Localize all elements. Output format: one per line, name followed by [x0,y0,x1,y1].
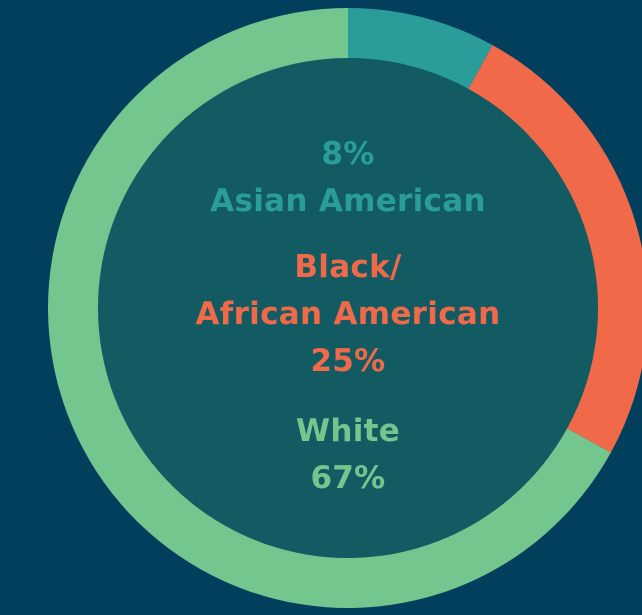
slice-category-label: Black/ African American [195,249,501,332]
slice-value-label: 25% [310,343,386,379]
slice-category-label: Asian American [210,183,486,219]
donut-slice [348,8,493,89]
donut-slice [468,45,642,453]
slice-value-label: 67% [310,460,386,496]
donut-center [98,58,598,558]
slice-category-label: White [295,413,401,449]
slice-value-label: 8% [321,136,375,172]
